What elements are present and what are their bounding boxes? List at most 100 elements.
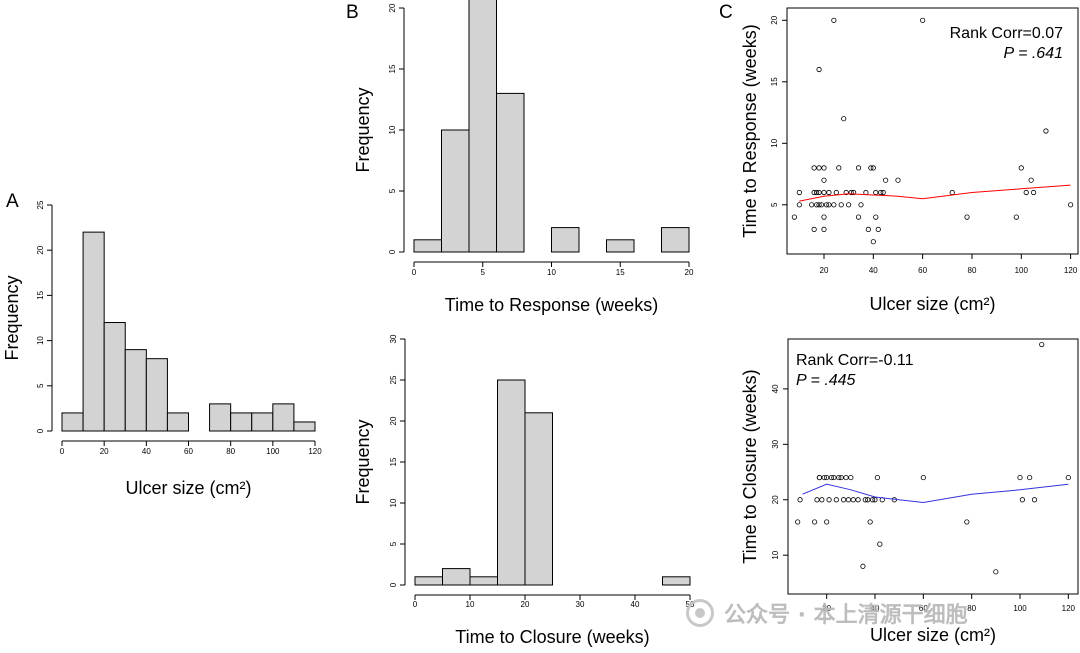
rank-correlation-label: Rank Corr=-0.11 bbox=[796, 352, 914, 369]
scatter-point bbox=[821, 165, 827, 171]
scatter-point bbox=[826, 189, 832, 196]
x-tick-label: 20 bbox=[820, 266, 829, 275]
y-axis-label: Frequency bbox=[353, 87, 373, 172]
scatter-point bbox=[826, 497, 832, 503]
histogram-bar bbox=[293, 421, 316, 432]
scatter-point bbox=[811, 189, 817, 196]
scatter-point bbox=[846, 202, 852, 208]
x-tick-label: 40 bbox=[871, 604, 880, 613]
y-tick-label: 10 bbox=[36, 336, 45, 345]
x-tick-label: 100 bbox=[266, 447, 280, 456]
scatter-point bbox=[816, 165, 822, 171]
x-tick-label: 80 bbox=[226, 447, 235, 456]
histogram-bar bbox=[82, 231, 105, 432]
scatter-point bbox=[843, 189, 849, 196]
scatter-point bbox=[1031, 189, 1037, 196]
scatter-point bbox=[814, 497, 820, 503]
scatter-point bbox=[949, 189, 955, 196]
scatter-point bbox=[1031, 497, 1038, 503]
scatter-point bbox=[813, 189, 820, 196]
histogram-bar bbox=[414, 576, 443, 586]
scatter-point bbox=[1028, 177, 1034, 183]
scatter-point bbox=[811, 226, 817, 232]
panel-label-c: C bbox=[719, 2, 733, 23]
x-tick-label: 100 bbox=[1013, 604, 1027, 613]
x-tick-label: 0 bbox=[412, 268, 417, 277]
scatter-point bbox=[848, 474, 854, 481]
y-tick-label: 15 bbox=[770, 77, 779, 86]
scatter-point bbox=[819, 497, 825, 503]
scatter-point bbox=[895, 177, 901, 183]
y-tick-label: 15 bbox=[388, 64, 397, 73]
x-tick-label: 60 bbox=[919, 604, 928, 613]
panel-label-b: B bbox=[346, 2, 359, 23]
y-tick-label: 5 bbox=[389, 541, 398, 546]
scatter-point bbox=[870, 239, 876, 245]
x-axis-label: Ulcer size (cm²) bbox=[870, 625, 996, 645]
scatter-point bbox=[1039, 341, 1045, 348]
scatter-point bbox=[855, 497, 861, 503]
scatter-point bbox=[836, 474, 842, 481]
histogram-bar bbox=[61, 412, 84, 432]
y-tick-label: 20 bbox=[388, 3, 397, 12]
histogram-bar bbox=[166, 412, 190, 432]
y-tick-label: 5 bbox=[770, 202, 779, 207]
scatter-point bbox=[873, 189, 879, 196]
scatter-point bbox=[843, 474, 849, 481]
scatter-point bbox=[862, 497, 868, 503]
scatter-point bbox=[855, 214, 862, 220]
y-tick-label: 30 bbox=[771, 439, 780, 448]
y-tick-label: 10 bbox=[771, 550, 780, 559]
x-tick-label: 80 bbox=[967, 604, 976, 613]
scatter-point bbox=[821, 177, 827, 183]
scatter-point bbox=[1019, 497, 1026, 503]
x-axis-label: Time to Closure (weeks) bbox=[455, 627, 649, 647]
p-value-label: P = .445 bbox=[796, 372, 856, 389]
scatter-point bbox=[883, 177, 889, 183]
y-tick-label: 5 bbox=[388, 188, 397, 193]
x-tick-label: 0 bbox=[60, 447, 65, 456]
y-tick-label: 20 bbox=[770, 15, 779, 24]
scatter-point bbox=[993, 569, 999, 575]
scatter-point bbox=[833, 497, 839, 503]
p-value-label: P = .641 bbox=[1004, 45, 1063, 62]
y-tick-label: 25 bbox=[389, 375, 398, 384]
histogram-bar bbox=[441, 129, 470, 253]
scatter-point bbox=[841, 116, 847, 122]
x-tick-label: 20 bbox=[100, 447, 109, 456]
scatter-point bbox=[858, 202, 864, 208]
histogram-bar bbox=[469, 576, 498, 586]
y-tick-label: 0 bbox=[36, 428, 45, 433]
scatter-point bbox=[869, 497, 876, 503]
x-tick-label: 10 bbox=[547, 268, 556, 277]
scatter-point bbox=[816, 66, 822, 73]
histogram-bar bbox=[251, 412, 274, 432]
y-tick-label: 15 bbox=[36, 290, 45, 299]
scatter-point bbox=[920, 474, 926, 481]
scatter-point bbox=[840, 497, 847, 503]
y-tick-label: 15 bbox=[389, 457, 398, 466]
histogram-bar bbox=[468, 0, 497, 253]
scatter-point bbox=[833, 189, 839, 196]
scatter-point bbox=[821, 474, 827, 481]
histogram-bar bbox=[662, 576, 691, 586]
histogram-bar bbox=[413, 239, 442, 253]
y-tick-label: 5 bbox=[36, 383, 45, 388]
scatter-point bbox=[809, 202, 815, 208]
x-tick-label: 20 bbox=[822, 604, 831, 613]
scatter-point bbox=[824, 519, 830, 525]
scatter-point bbox=[796, 189, 802, 196]
x-tick-label: 40 bbox=[631, 600, 640, 609]
histogram-bar bbox=[230, 412, 253, 432]
scatter-point bbox=[865, 497, 871, 503]
x-tick-label: 0 bbox=[413, 600, 418, 609]
scatter-point bbox=[816, 189, 822, 196]
scatter-point bbox=[860, 563, 866, 569]
histogram-bar bbox=[661, 227, 690, 253]
histogram-bar bbox=[497, 379, 526, 586]
scatter-point bbox=[1023, 189, 1029, 196]
scatter-point bbox=[836, 165, 842, 171]
x-tick-label: 80 bbox=[968, 266, 977, 275]
